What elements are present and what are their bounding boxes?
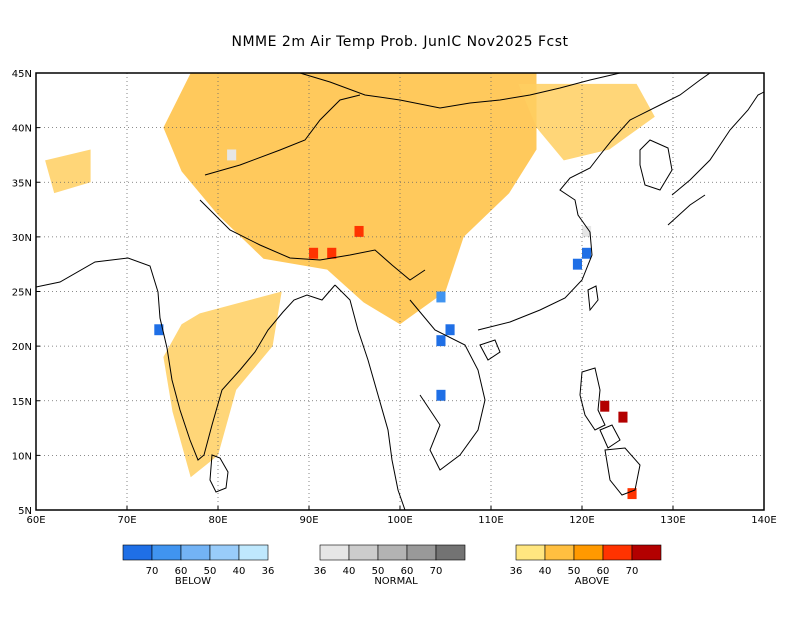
y-tick-label: 30N <box>12 233 32 244</box>
above-normal-cell <box>627 488 637 500</box>
mindanao-coastline <box>604 447 641 496</box>
x-tick-label: 70E <box>117 515 136 526</box>
above-normal-cell <box>309 247 319 259</box>
legend-below-tick: 70 <box>146 566 159 577</box>
x-tick-label: 100E <box>387 515 412 526</box>
legend-normal-swatch-4 <box>406 544 437 561</box>
legend-below-tick: 40 <box>233 566 246 577</box>
legend-above-swatch-1 <box>515 544 546 561</box>
below-normal-cell <box>436 291 446 303</box>
taiwan-coastline <box>587 285 599 312</box>
probability-cells <box>45 73 655 500</box>
legend-below-swatch-3 <box>180 544 211 561</box>
above-normal-region <box>163 291 282 478</box>
x-tick-label: 80E <box>208 515 227 526</box>
legend-normal-label: NORMAL <box>374 576 418 587</box>
southeast-asia-coastline <box>334 284 406 510</box>
india-coastline <box>36 257 336 461</box>
y-axis-labels: 5N 10N 15N 20N 25N 30N 35N 40N 45N <box>12 69 40 517</box>
below-normal-cell <box>436 389 446 401</box>
luzon-coastline <box>579 367 606 431</box>
legend-above-swatch-2 <box>544 544 575 561</box>
legend-above-tick: 50 <box>568 566 581 577</box>
legend-above-tick: 60 <box>597 566 610 577</box>
above-normal-cell <box>327 247 337 259</box>
above-normal-cell <box>618 411 628 423</box>
himalaya-border <box>199 199 426 281</box>
y-tick-label: 10N <box>12 451 32 462</box>
legend-above-tick: 40 <box>539 566 552 577</box>
legend-above-tick: 70 <box>626 566 639 577</box>
x-tick-label: 60E <box>26 515 45 526</box>
china-coastline <box>477 73 711 331</box>
x-tick-label: 140E <box>751 515 776 526</box>
legend-below: 70 60 50 40 36 BELOW <box>122 544 275 587</box>
normal-normal-cell <box>582 225 592 237</box>
below-normal-cell <box>582 247 592 259</box>
normal-normal-cell <box>227 149 237 161</box>
legend-normal-tick: 60 <box>401 566 414 577</box>
hainan-coastline <box>479 339 501 361</box>
indochina-coastline <box>409 299 486 471</box>
legend-normal-tick: 40 <box>343 566 356 577</box>
legend-normal-swatch-2 <box>348 544 379 561</box>
y-tick-label: 20N <box>12 342 32 353</box>
legend-normal-tick: 36 <box>314 566 327 577</box>
legend-below-tick: 36 <box>262 566 275 577</box>
legend-normal-swatch-3 <box>377 544 408 561</box>
legend-normal-tick: 50 <box>372 566 385 577</box>
mongolia-border <box>299 73 621 109</box>
legend-above-swatch-5 <box>631 544 662 561</box>
x-tick-label: 110E <box>478 515 503 526</box>
y-tick-label: 40N <box>12 124 32 135</box>
legend-below-tick: 60 <box>175 566 188 577</box>
y-tick-label: 35N <box>12 178 32 189</box>
x-tick-label: 120E <box>569 515 594 526</box>
x-tick-label: 130E <box>660 515 685 526</box>
legend-above-tick: 36 <box>510 566 523 577</box>
map-title: NMME 2m Air Temp Prob. JunIC Nov2025 Fcs… <box>231 34 569 50</box>
legend-below-swatch-2 <box>151 544 182 561</box>
below-normal-cell <box>436 335 446 347</box>
tibet-border <box>204 94 361 176</box>
y-tick-label: 15N <box>12 397 32 408</box>
legend-below-tick: 50 <box>204 566 217 577</box>
x-axis-labels: 60E 70E 80E 90E 100E 110E 120E 130E 140E <box>26 506 777 526</box>
above-normal-cell <box>354 225 364 237</box>
sri-lanka-coastline <box>209 454 229 493</box>
above-normal-region <box>45 149 91 194</box>
japan-coastline <box>667 91 764 226</box>
legend-below-swatch-4 <box>209 544 240 561</box>
legend-above: 36 40 50 60 70 ABOVE <box>510 544 662 587</box>
below-normal-cell <box>445 324 455 336</box>
coastlines <box>36 73 764 510</box>
y-tick-label: 5N <box>18 506 32 517</box>
legend-above-swatch-4 <box>602 544 633 561</box>
above-normal-region <box>163 73 537 325</box>
legend-above-label: ABOVE <box>575 576 609 587</box>
legend-below-swatch-5 <box>238 544 269 561</box>
legend-below-swatch-1 <box>122 544 153 561</box>
visayas-coastline <box>599 424 621 449</box>
legend-normal: 36 40 50 60 70 NORMAL <box>314 544 466 587</box>
below-normal-cell <box>572 258 582 270</box>
above-normal-cell <box>600 400 610 412</box>
x-tick-label: 90E <box>299 515 318 526</box>
y-tick-label: 25N <box>12 288 32 299</box>
lat-lon-grid <box>36 73 764 510</box>
below-normal-cell <box>154 324 164 336</box>
legend-below-label: BELOW <box>175 576 211 587</box>
korea-coastline <box>639 139 673 191</box>
y-tick-label: 45N <box>12 69 32 80</box>
legend-normal-swatch-5 <box>435 544 466 561</box>
legend-normal-tick: 70 <box>430 566 443 577</box>
above-normal-region <box>518 83 655 161</box>
legend-above-swatch-3 <box>573 544 604 561</box>
legend-normal-swatch-1 <box>319 544 350 561</box>
